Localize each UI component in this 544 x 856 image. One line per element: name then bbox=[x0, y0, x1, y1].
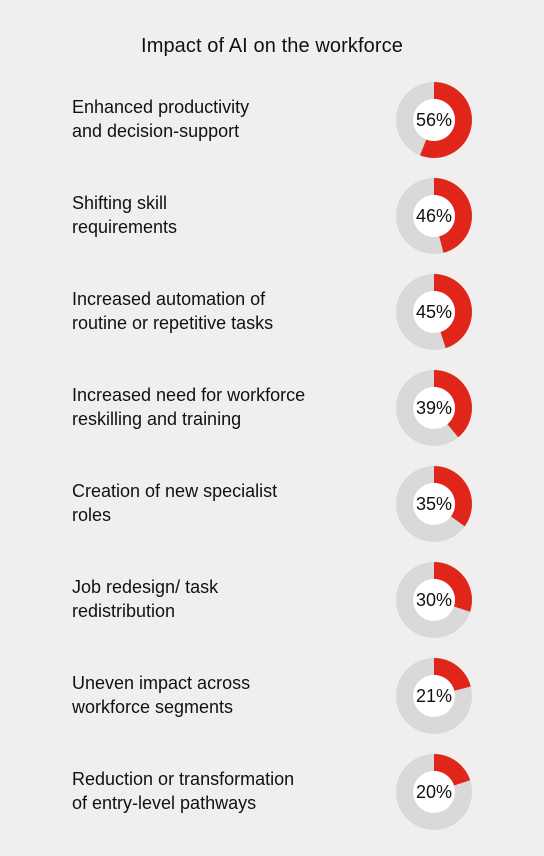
category-label: Enhanced productivity and decision-suppo… bbox=[72, 97, 250, 141]
donut-value-arc bbox=[434, 562, 472, 612]
donut-chart: 56% bbox=[396, 82, 472, 158]
chart-row: Shifting skill requirements 46% bbox=[0, 167, 544, 263]
donut-center bbox=[413, 771, 455, 813]
chart-title: Impact of AI on the workforce bbox=[141, 35, 403, 57]
chart-row: Enhanced productivity and decision-suppo… bbox=[0, 71, 544, 167]
category-label: Increased need for workforce reskilling … bbox=[72, 385, 306, 429]
donut-center bbox=[413, 579, 455, 621]
value-label: 35% bbox=[416, 494, 452, 514]
donut-center bbox=[413, 387, 455, 429]
donut-center bbox=[413, 675, 455, 717]
donut-chart: 20% bbox=[396, 754, 472, 830]
category-label: Reduction or transformation of entry-lev… bbox=[72, 769, 295, 813]
category-label: Creation of new specialist roles bbox=[72, 481, 278, 525]
chart-row: Creation of new specialist roles 35% bbox=[0, 455, 544, 551]
category-label: Uneven impact across workforce segments bbox=[72, 673, 251, 717]
value-label: 39% bbox=[416, 398, 452, 418]
category-label: Shifting skill requirements bbox=[72, 193, 178, 237]
donut-value-arc bbox=[434, 370, 472, 438]
donut-chart: 45% bbox=[396, 274, 472, 350]
donut-chart: 35% bbox=[396, 466, 472, 542]
donut-center bbox=[413, 99, 455, 141]
donut-value-arc bbox=[420, 82, 472, 158]
value-label: 30% bbox=[416, 590, 452, 610]
donut-chart: 46% bbox=[396, 178, 472, 254]
donut-value-arc bbox=[434, 178, 472, 253]
chart-row: Uneven impact across workforce segments 2… bbox=[0, 647, 544, 743]
donut-value-arc bbox=[434, 754, 471, 786]
donut-chart: 39% bbox=[396, 370, 472, 446]
value-label: 56% bbox=[416, 110, 452, 130]
donut-center bbox=[413, 291, 455, 333]
donut-value-arc bbox=[434, 658, 471, 691]
chart-row: Increased automation of routine or repet… bbox=[0, 263, 544, 359]
category-label: Job redesign/ task redistribution bbox=[72, 577, 219, 621]
value-label: 20% bbox=[416, 782, 452, 802]
value-label: 45% bbox=[416, 302, 452, 322]
donut-center bbox=[413, 483, 455, 525]
value-label: 21% bbox=[416, 686, 452, 706]
donut-center bbox=[413, 195, 455, 237]
donut-value-arc bbox=[434, 466, 472, 527]
donut-value-arc bbox=[434, 274, 472, 349]
donut-chart: 21% bbox=[396, 658, 472, 734]
donut-chart: 30% bbox=[396, 562, 472, 638]
chart-row: Job redesign/ task redistribution 30% bbox=[0, 551, 544, 647]
category-label: Increased automation of routine or repet… bbox=[72, 289, 274, 333]
chart-row: Reduction or transformation of entry-lev… bbox=[0, 743, 544, 839]
value-label: 46% bbox=[416, 206, 452, 226]
chart-row: Increased need for workforce reskilling … bbox=[0, 359, 544, 455]
